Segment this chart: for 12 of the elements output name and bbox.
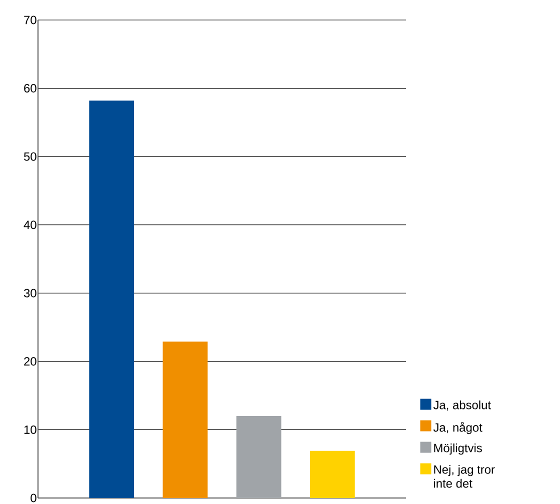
y-tick-label: 20 (24, 357, 36, 366)
y-tick-label: 40 (24, 220, 36, 230)
legend-label: Ja, något (433, 422, 482, 434)
y-tick-label: 30 (24, 288, 36, 298)
legend-label: Ja, absolut (433, 400, 491, 411)
y-tick-label: 60 (24, 84, 36, 92)
legend-label: Möjligtvis (434, 443, 482, 455)
y-tick-label: 50 (24, 152, 36, 161)
legend-label: Nej, jag tror inte det (434, 464, 495, 488)
y-tick-label: 10 (24, 425, 36, 434)
y-tick-label: 70 (24, 16, 36, 24)
y-tick-label: 0 (30, 494, 36, 502)
